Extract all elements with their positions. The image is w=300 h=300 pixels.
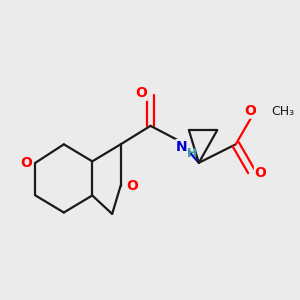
Text: O: O: [20, 156, 32, 170]
Text: O: O: [127, 178, 139, 193]
Text: O: O: [254, 166, 266, 180]
Text: O: O: [136, 86, 147, 100]
Text: O: O: [244, 104, 256, 118]
Text: H: H: [187, 147, 197, 160]
Text: CH₃: CH₃: [271, 105, 294, 118]
Text: N: N: [176, 140, 188, 154]
